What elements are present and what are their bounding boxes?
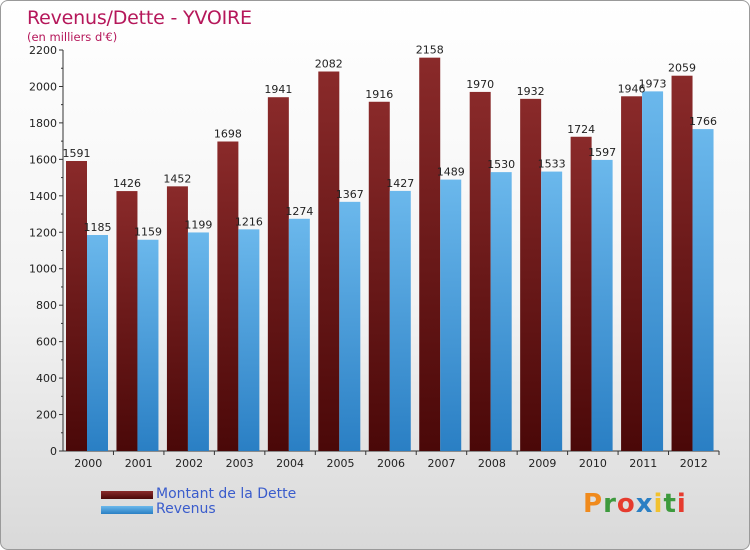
data-label-dette: 1698 [214, 128, 242, 141]
logo-letter: r [603, 489, 617, 519]
legend-swatch-dette [101, 491, 153, 499]
x-tick-label: 2005 [327, 457, 355, 470]
bar-revenus [440, 179, 462, 452]
bar-dette [419, 57, 441, 451]
y-tick-label: 1800 [29, 117, 57, 130]
y-tick-label: 800 [36, 299, 57, 312]
x-tick-label: 2012 [680, 457, 708, 470]
y-tick-label: 0 [50, 445, 57, 458]
data-label-dette: 1426 [113, 177, 141, 190]
x-tick-label: 2003 [226, 457, 254, 470]
y-tick-label: 1600 [29, 153, 57, 166]
bar-dette [621, 96, 643, 451]
data-label-revenus: 1159 [134, 226, 162, 239]
bar-revenus [87, 235, 108, 451]
bar-revenus [238, 229, 260, 451]
bar-revenus [389, 190, 411, 451]
data-label-revenus: 1766 [689, 115, 717, 128]
data-label-dette: 2059 [668, 62, 696, 75]
data-label-dette: 1941 [264, 83, 292, 96]
data-label-revenus: 1427 [386, 177, 414, 190]
bar-revenus [137, 239, 159, 451]
y-tick-label: 1000 [29, 263, 57, 276]
data-label-dette: 1724 [567, 123, 595, 136]
x-tick-label: 2011 [629, 457, 657, 470]
bar-dette [267, 97, 289, 452]
legend-label-dette: Montant de la Dette [156, 486, 297, 502]
data-label-revenus: 1597 [588, 146, 616, 159]
chart-subtitle: (en milliers d'€) [27, 30, 118, 44]
data-label-dette: 2082 [315, 58, 343, 71]
logo-letter: P [583, 489, 604, 519]
bars [66, 57, 714, 452]
bar-dette [570, 136, 592, 451]
bar-revenus [288, 218, 310, 451]
bar-revenus [490, 172, 512, 451]
x-tick-label: 2002 [175, 457, 203, 470]
x-tick-label: 2006 [377, 457, 405, 470]
bar-dette [217, 141, 239, 451]
bar-revenus [692, 129, 714, 451]
data-label-revenus: 1489 [437, 166, 465, 179]
data-label-dette: 1970 [466, 78, 494, 91]
x-tick-label: 2009 [528, 457, 556, 470]
bar-dette [66, 161, 87, 451]
legend-label-revenus: Revenus [156, 501, 216, 517]
y-tick-label: 2200 [29, 44, 57, 57]
data-label-revenus: 1533 [538, 158, 566, 171]
data-label-dette: 2158 [416, 44, 444, 57]
bar-revenus [339, 201, 361, 451]
y-tick-label: 400 [36, 372, 57, 385]
data-label-revenus: 1216 [235, 215, 263, 228]
data-label-revenus: 1973 [639, 77, 667, 90]
logo-letter: i [653, 489, 664, 519]
data-label-revenus: 1530 [487, 158, 515, 171]
data-label-dette: 1916 [365, 88, 393, 101]
data-label-revenus: 1185 [84, 221, 112, 234]
bar-dette [116, 191, 138, 451]
y-tick-label: 600 [36, 336, 57, 349]
logo-letter: x [635, 489, 654, 519]
bar-dette [520, 98, 542, 451]
x-tick-label: 2008 [478, 457, 506, 470]
x-tick-label: 2000 [74, 457, 102, 470]
proxiti-logo: Proxiti [583, 489, 687, 519]
bar-revenus [187, 232, 209, 451]
x-tick-label: 2010 [579, 457, 607, 470]
data-label-dette: 1591 [63, 147, 91, 160]
logo-letter: i [676, 489, 687, 519]
y-tick-label: 200 [36, 409, 57, 422]
y-tick-label: 1400 [29, 190, 57, 203]
data-labels: 1591 1185 1426 1159 1452 1199 1698 1216 1941 1274… [63, 44, 718, 239]
x-tick-label: 2007 [427, 457, 455, 470]
data-label-dette: 1946 [618, 82, 646, 95]
x-tick-label: 2001 [125, 457, 153, 470]
chart-title: Revenus/Dette - YVOIRE [27, 7, 252, 29]
bar-dette [368, 101, 390, 452]
legend-swatch-revenus [101, 506, 153, 514]
data-label-revenus: 1199 [184, 218, 212, 231]
bar-dette [469, 91, 491, 451]
bar-revenus [642, 91, 664, 451]
y-tick-label: 2000 [29, 80, 57, 93]
logo-letter: o [616, 489, 636, 519]
bar-dette [318, 71, 340, 451]
x-tick-label: 2004 [276, 457, 304, 470]
data-label-dette: 1452 [163, 172, 191, 185]
logo-letter: t [663, 489, 677, 519]
data-label-dette: 1932 [517, 85, 545, 98]
bar-revenus [541, 171, 563, 451]
bar-dette [166, 186, 188, 451]
bar-dette [671, 75, 693, 452]
data-label-revenus: 1274 [285, 205, 313, 218]
bar-revenus [591, 159, 613, 451]
y-tick-label: 1200 [29, 226, 57, 239]
data-label-revenus: 1367 [336, 188, 364, 201]
